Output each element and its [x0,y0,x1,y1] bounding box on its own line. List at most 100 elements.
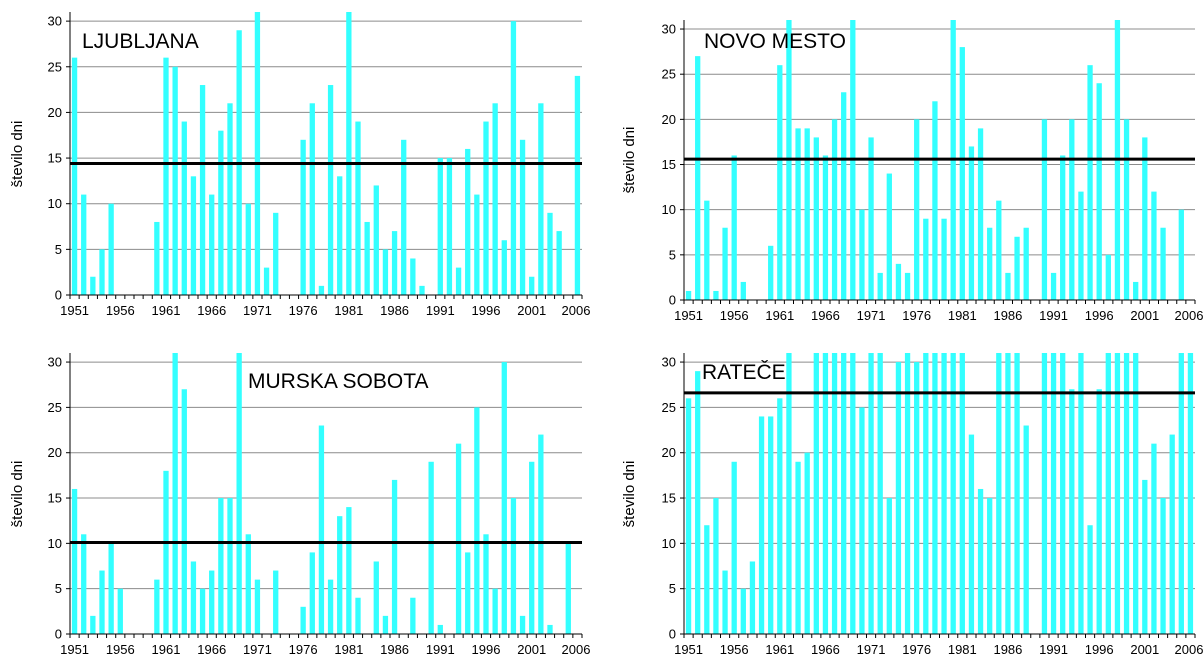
bar-1954 [713,290,719,300]
bar-1955 [108,543,114,634]
bar-1992 [1060,155,1066,300]
x-tick-label: 1966 [197,642,226,657]
bar-1968 [841,353,847,634]
x-tick-label: 1981 [334,642,363,657]
bar-2003 [1160,227,1166,300]
bar-1963 [795,461,801,634]
bar-1976 [914,362,920,634]
bar-1959 [758,416,765,634]
y-tick-label: 10 [48,536,62,551]
chart-panel-2: 0 5 10 15 20 25 30 1951 1956 1961 1966 1971 1976 1981… [621,20,1203,323]
bar-1980 [337,176,343,295]
bar-1981 [959,47,965,301]
bar-1958 [749,561,756,634]
bar-2004 [556,231,562,295]
station-title: RATEČE [702,361,786,384]
x-tick-label: 1951 [674,308,703,323]
bar-1983 [977,128,984,300]
bar-1985 [382,615,389,634]
x-tick-label: 2001 [517,642,546,657]
bar-1972 [877,272,883,300]
x-tick-label: 1971 [857,308,886,323]
x-tick-label: 2001 [1130,642,1159,657]
bar-1965 [199,85,206,295]
bar-1955 [722,227,728,300]
y-tick-label: 30 [48,14,62,29]
bar-1954 [99,570,105,634]
station-title: MURSKA SOBOTA [248,370,428,393]
bar-2000 [519,615,526,634]
bar-1977 [923,218,929,300]
bar-1986 [391,479,398,634]
bar-1967 [218,498,224,634]
x-tick-label: 1966 [811,308,840,323]
bar-1996 [1096,389,1102,634]
bar-1973 [273,570,279,634]
bar-1994 [465,148,471,295]
bar-1963 [181,389,187,634]
x-tick-label: 1991 [426,642,455,657]
bar-1955 [108,203,114,295]
y-tick-label: 25 [48,59,62,74]
y-tick-label: 20 [48,105,62,120]
bar-1984 [373,185,379,295]
bar-1961 [163,57,169,296]
x-tick-label: 1961 [765,642,794,657]
bar-1972 [263,267,270,295]
bar-1971 [254,579,261,634]
bar-1976 [914,119,920,301]
bar-1960 [154,579,160,634]
bar-1975 [904,353,911,634]
x-tick-label: 1981 [948,308,977,323]
x-tick-label: 1956 [106,642,135,657]
bar-1982 [968,434,975,634]
bar-1987 [1014,353,1020,634]
bar-1979 [941,353,947,634]
x-tick-label: 1951 [674,642,703,657]
bar-1964 [804,128,810,300]
bar-1963 [181,121,187,295]
x-tick-label: 1996 [1085,642,1114,657]
bar-1970 [245,534,251,634]
x-tick-label: 2006 [1175,308,1203,323]
bar-1967 [831,119,838,301]
bar-1951 [685,290,692,300]
bar-1998 [501,240,507,295]
y-tick-label: 30 [662,22,676,37]
bar-1978 [318,425,325,634]
bar-1966 [209,194,215,295]
bar-1985 [996,200,1002,300]
bar-1969 [850,353,856,634]
y-tick-label: 5 [55,581,62,596]
x-tick-label: 1986 [993,642,1022,657]
bar-1962 [786,353,792,634]
bar-1997 [492,588,498,634]
bar-2002 [1151,191,1157,300]
bar-1986 [1005,272,1011,300]
bar-1965 [813,137,819,300]
bar-1993 [455,443,462,634]
station-title: NOVO MESTO [704,30,846,53]
bar-1981 [959,353,965,634]
bar-1970 [859,407,865,634]
bar-1998 [1114,353,1121,634]
bar-1994 [465,552,471,634]
bar-1993 [455,267,462,295]
bar-1952 [695,56,701,301]
bar-1982 [968,146,975,300]
bar-2001 [529,461,535,634]
bar-1951 [71,57,78,296]
x-tick-label: 1956 [720,642,749,657]
bar-1965 [813,353,819,634]
chart-panel-3: 0 5 10 15 20 25 30 1951 1956 1961 1966 1971 1976 1981… [9,353,590,657]
bar-1956 [117,588,123,634]
y-axis-label: število dni [9,461,26,528]
y-tick-label: 25 [48,400,62,415]
bar-1957 [740,588,746,634]
bar-1964 [190,561,197,634]
bar-1997 [1105,353,1111,634]
bar-1994 [1078,353,1084,634]
chart-panel-1: 0 5 10 15 20 25 30 1951 1956 1961 1966 1971 1976 1981… [9,12,590,318]
bar-2003 [1160,498,1166,634]
bar-1978 [932,101,938,301]
